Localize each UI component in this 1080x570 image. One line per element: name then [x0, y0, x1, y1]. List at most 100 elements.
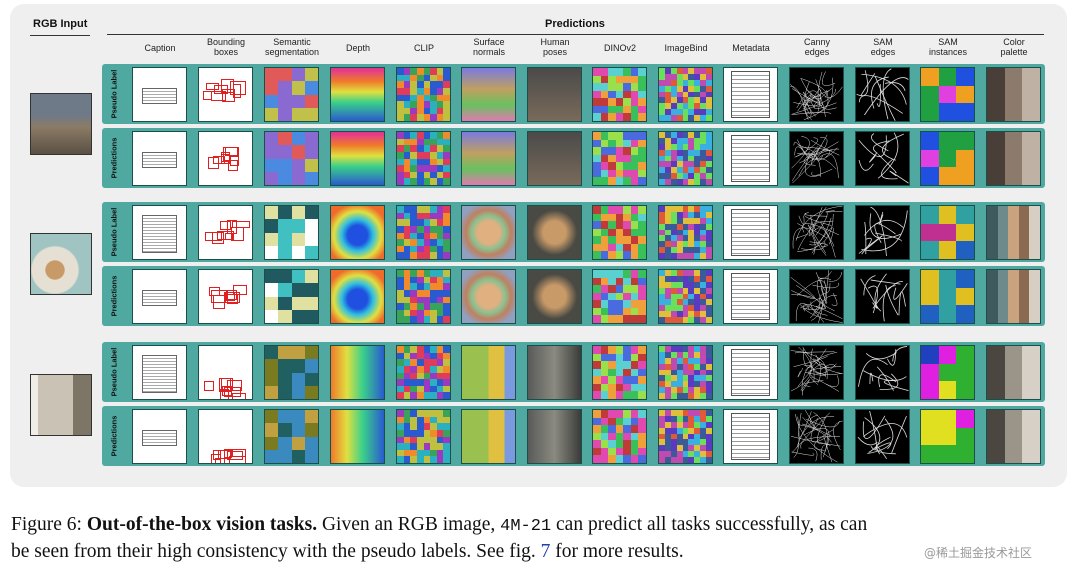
feature-tile: [265, 423, 279, 437]
feature-tile: [423, 245, 431, 253]
feature-tile: [688, 433, 695, 440]
feature-tile: [694, 161, 701, 168]
bounding-box-mark: [212, 294, 226, 309]
feature-tile: [423, 132, 431, 140]
feature-tile: [436, 385, 444, 393]
edge-stroke: [875, 442, 892, 450]
feature-tile: [670, 132, 678, 139]
feature-tile: [676, 381, 684, 388]
feature-tile: [423, 219, 431, 227]
feature-tile: [700, 109, 707, 116]
cell-human-poses: [527, 269, 582, 324]
feature-tile: [670, 241, 678, 248]
feature-tile: [410, 145, 418, 153]
feature-tile: [630, 353, 639, 362]
feature-tile: [416, 132, 424, 140]
feature-tile: [443, 436, 450, 444]
feature-tile: [682, 451, 689, 458]
feature-tile: [659, 179, 666, 185]
feature-tile: [938, 223, 957, 242]
feature-tile: [694, 387, 701, 394]
edge-stroke: [795, 233, 809, 239]
feature-tile: [682, 457, 689, 463]
feature-tile: [664, 79, 672, 87]
feature-tile: [682, 85, 689, 93]
feature-tile: [436, 449, 444, 457]
feature-tile: [410, 346, 418, 354]
feature-tile: [694, 357, 701, 365]
caption-text-3: be seen from their high consistency with…: [11, 541, 541, 562]
feature-tile: [443, 132, 450, 140]
caption-figure-link[interactable]: 7: [540, 541, 551, 562]
palette-swatch: [1029, 206, 1040, 259]
edge-stroke: [804, 81, 811, 114]
edge-stroke: [863, 423, 908, 438]
feature-tile: [423, 346, 431, 354]
feature-tile: [291, 232, 306, 247]
edge-map: [858, 206, 908, 257]
feature-tile: [615, 417, 624, 426]
feature-tile: [694, 68, 701, 75]
feature-tile: [638, 147, 646, 156]
edge-stroke: [871, 133, 889, 152]
feature-tile: [423, 94, 431, 102]
feature-tile: [600, 353, 609, 362]
cell-color-palette: [986, 345, 1041, 400]
feature-tile: [397, 289, 405, 297]
cell-imagebind: [658, 67, 713, 122]
feature-tile: [664, 287, 672, 295]
feature-tile: [706, 311, 712, 318]
feature-tile: [694, 132, 701, 139]
cell-caption: [132, 269, 187, 324]
feature-tile: [430, 81, 438, 89]
feature-tile: [700, 381, 707, 388]
feature-tile: [659, 149, 666, 157]
feature-tile: [700, 155, 707, 162]
feature-tile: [291, 385, 306, 399]
feature-tile: [443, 225, 450, 233]
feature-tile: [688, 68, 695, 75]
feature-tile: [638, 243, 646, 252]
feature-tile: [659, 97, 666, 104]
feature-tile: [397, 239, 405, 247]
feature-tile: [593, 169, 602, 178]
feature-tile: [416, 303, 424, 311]
feature-tile: [291, 219, 306, 233]
feature-tile: [706, 451, 712, 458]
column-header-depth: Depth: [345, 43, 371, 53]
feature-tile: [410, 245, 418, 253]
edge-stroke: [801, 351, 838, 396]
caption-text-box: [142, 215, 177, 253]
feature-tile: [430, 456, 438, 463]
feature-tile: [706, 375, 712, 382]
feature-tile: [410, 289, 418, 297]
feature-tile: [664, 235, 672, 242]
feature-tile: [416, 94, 424, 102]
feature-tile: [416, 309, 424, 317]
feature-tile: [676, 275, 684, 283]
feature-tile: [670, 393, 678, 399]
feature-tile: [664, 457, 672, 463]
feature-tile: [436, 392, 444, 399]
cell-dinov2: [592, 67, 647, 122]
feature-tile: [416, 158, 424, 166]
feature-tile: [630, 147, 639, 156]
feature-tile: [410, 456, 418, 463]
feature-tile: [630, 432, 639, 441]
feature-tile: [443, 352, 450, 360]
feature-tile: [430, 365, 438, 373]
feature-tile: [670, 109, 678, 116]
feature-tile: [670, 143, 678, 151]
feature-tile: [682, 73, 689, 81]
edge-stroke: [798, 158, 837, 177]
feature-tile: [397, 410, 405, 418]
feature-tile: [659, 445, 666, 452]
feature-tile: [397, 252, 405, 259]
feature-tile: [430, 429, 438, 437]
feature-tile: [265, 270, 279, 284]
feature-tile: [676, 363, 684, 371]
cell-surface-normals: [461, 345, 516, 400]
feature-tile: [403, 352, 411, 360]
feature-tile: [664, 351, 672, 359]
caption-bold-title: Out-of-the-box vision tasks.: [86, 514, 318, 535]
